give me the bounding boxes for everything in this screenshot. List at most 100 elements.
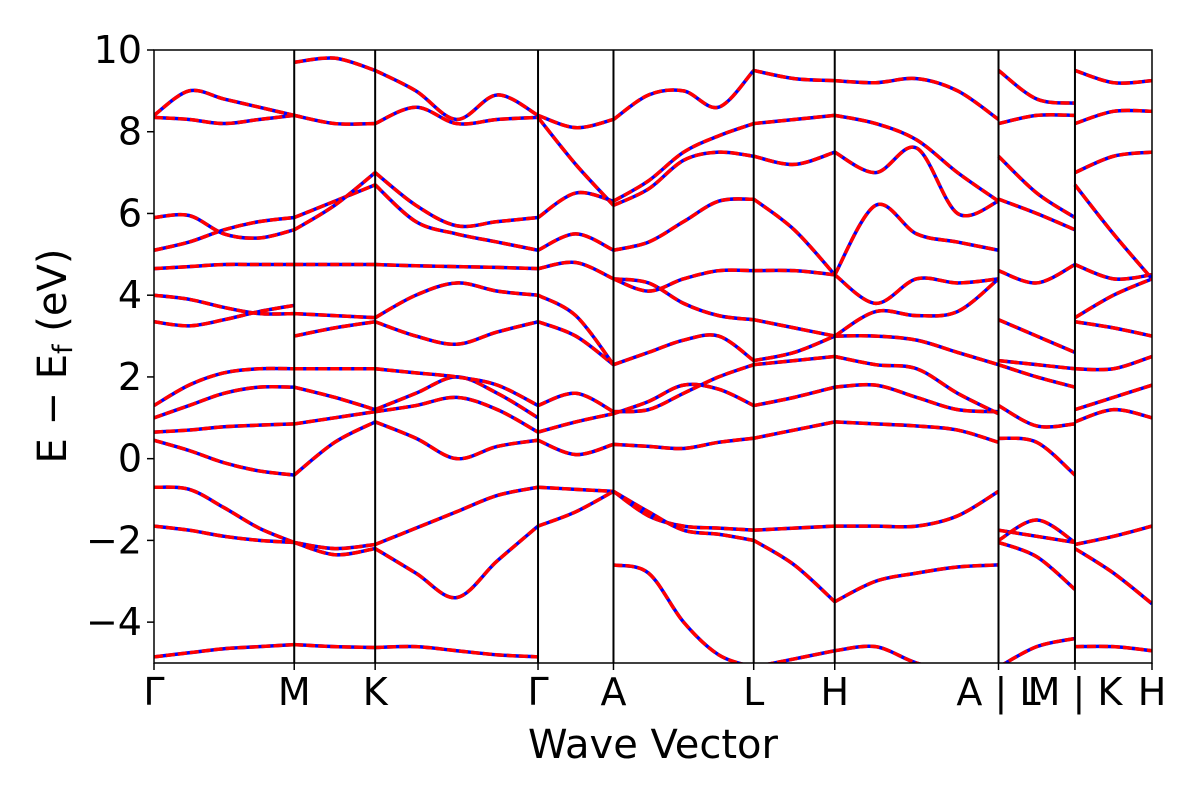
band-line-blue [154,642,295,659]
band-line-red [293,113,376,126]
band-line-red [1074,383,1152,412]
band-line-red [753,268,835,277]
band-line-red [293,385,376,412]
band-line-red [1074,262,1152,281]
x-tick-label: A | L [956,670,1040,715]
band-line-blue [997,403,1076,429]
band-line-red [154,384,295,420]
band-line-red [1074,108,1152,126]
x-axis-title: Wave Vector [528,722,779,768]
band-line-blue [613,563,746,663]
band-line-red [154,366,295,408]
band-line-red [374,105,539,126]
band-line-blue [154,438,295,477]
band-line-red [537,412,614,434]
band-line-blue [154,88,295,118]
band-line-red [374,281,539,320]
band-line-red [294,311,376,320]
band-line-red [997,363,1076,389]
x-tick-label: H [1138,670,1167,714]
y-axis-title-unit: (eV) [30,249,76,345]
band-line-blue [612,382,755,416]
band-line-red [537,320,615,367]
band-line-red [294,56,376,73]
band-line-red [1002,636,1076,663]
band-line-red [834,420,1000,444]
band-line-red [374,395,539,434]
band-line-blue [997,540,1077,591]
band-line-red [374,420,539,461]
band-line-red [997,518,1076,544]
y-tick-label: 6 [118,191,142,235]
band-line-red [293,540,376,557]
band-line-red [1074,354,1152,372]
band-line-red [154,422,295,434]
band-line-red [537,489,615,528]
band-line-red [293,183,376,220]
band-line-red [375,644,539,659]
band-line-red [1074,407,1152,424]
band-line-red [997,154,1076,220]
band-line-red [997,540,1077,591]
y-axis-ticks: −4 −2 0 2 4 6 8 10 [86,28,154,644]
band-line-red [765,649,836,663]
band-line-blue [613,197,754,252]
band-line-red [374,485,539,547]
band-line-red [1074,277,1152,320]
band-line-blue [374,171,539,229]
band-line-blue [833,145,1000,218]
band-line-red [154,262,295,271]
band-line-red [753,385,836,408]
band-line-red [753,334,836,363]
band-line-blue [537,320,615,367]
y-tick-label: −2 [86,518,142,562]
x-tick-label: L [743,670,764,714]
band-line-red [537,260,615,281]
band-line-red [612,121,755,203]
band-line-red [612,333,755,367]
band-line-red [834,76,1000,121]
band-line-blue [997,262,1076,285]
band-line-red [537,438,615,457]
x-tick-label: M | K [1028,670,1124,715]
y-axis-title: E − Ef (eV) [30,249,79,464]
band-line-red [612,150,754,207]
band-line-red [753,68,835,83]
band-line-blue [833,563,999,604]
band-line-red [998,528,1076,545]
band-line-red [997,403,1076,429]
band-line-red [997,69,1076,105]
band-line-blue [834,113,1000,203]
band-line-blue [537,391,615,414]
band-line-red [753,354,835,367]
band-line-red [537,485,614,494]
band-line-red [293,320,376,338]
band-line-blue [833,277,1000,338]
band-line-blue [834,76,1000,121]
band-line-red [753,318,836,338]
band-line-red [374,524,540,600]
y-axis-title-main: E − E [30,354,76,464]
band-line-red [613,277,754,322]
band-line-red [833,273,999,306]
band-line-red [537,293,615,366]
band-line-red [1074,320,1152,338]
band-line-red [294,642,376,650]
band-line-red [612,382,755,416]
bands-layer [154,56,1152,663]
band-line-red [997,197,1076,232]
y-tick-label: 8 [118,110,142,154]
band-line-red [537,232,615,252]
band-line-red [834,644,924,663]
band-line-red [833,563,999,604]
band-line-red [154,88,295,118]
band-line-red [612,268,754,293]
band-line-blue [154,293,295,316]
x-axis-ticks: Γ M K Γ A L H A | LM | K H [143,663,1166,715]
band-line-red [997,318,1076,355]
x-tick-label: A [600,670,626,714]
band-line-red [293,420,376,477]
band-line-red [752,538,836,603]
band-line-red [998,358,1076,371]
band-line-blue [612,489,755,543]
